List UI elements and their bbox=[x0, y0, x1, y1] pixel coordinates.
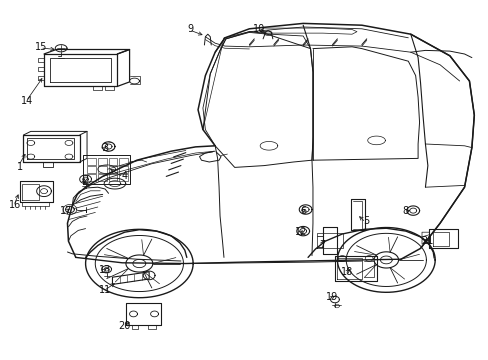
Text: 19: 19 bbox=[325, 292, 338, 302]
Bar bbox=[108, 158, 117, 165]
Bar bbox=[108, 174, 117, 181]
Text: 15: 15 bbox=[35, 42, 48, 52]
Text: 4: 4 bbox=[122, 171, 127, 181]
Bar bbox=[119, 158, 128, 165]
Text: 16: 16 bbox=[8, 200, 21, 210]
Bar bbox=[119, 166, 128, 173]
Text: 13: 13 bbox=[99, 265, 111, 275]
Text: 17: 17 bbox=[60, 206, 72, 216]
Text: 9: 9 bbox=[187, 24, 193, 34]
Text: 20: 20 bbox=[118, 321, 131, 331]
Text: 12: 12 bbox=[294, 227, 306, 237]
Text: 3: 3 bbox=[102, 143, 108, 153]
Bar bbox=[119, 174, 128, 181]
Bar bbox=[98, 174, 106, 181]
Bar bbox=[87, 166, 96, 173]
Text: 7: 7 bbox=[319, 240, 325, 250]
Text: 5: 5 bbox=[363, 216, 369, 226]
Bar bbox=[98, 158, 106, 165]
Text: 8: 8 bbox=[402, 206, 408, 216]
Bar bbox=[87, 174, 96, 181]
Text: 1: 1 bbox=[17, 162, 22, 172]
Bar bbox=[108, 166, 117, 173]
Text: 11: 11 bbox=[99, 285, 111, 295]
Text: 18: 18 bbox=[340, 267, 353, 277]
Bar bbox=[87, 158, 96, 165]
Text: 6: 6 bbox=[300, 206, 305, 216]
Text: 2: 2 bbox=[82, 175, 88, 185]
Text: 10: 10 bbox=[252, 24, 265, 34]
Bar bbox=[98, 166, 106, 173]
Text: 21: 21 bbox=[421, 236, 433, 246]
Text: 14: 14 bbox=[20, 96, 33, 106]
